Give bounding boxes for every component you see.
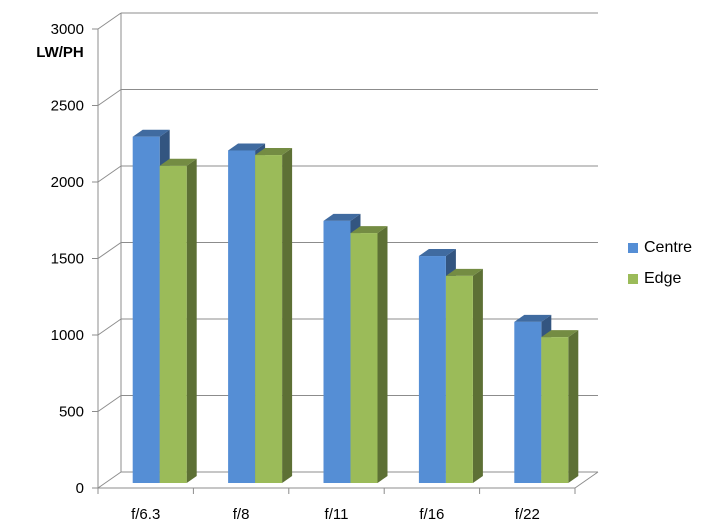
- x-tick-label: f/8: [233, 506, 250, 523]
- bar: [445, 268, 483, 483]
- bars: [132, 129, 579, 484]
- x-tick-label: f/22: [515, 506, 540, 523]
- floor-right-edge: [574, 471, 599, 489]
- axes: [97, 13, 599, 494]
- gridline: [92, 89, 598, 106]
- legend-item: Centre: [628, 232, 692, 263]
- x-tick-label: f/16: [419, 506, 444, 523]
- y-tick-labels: 0 500 1000 1500 2000 2500 3000: [51, 21, 84, 497]
- bar: [159, 158, 197, 483]
- legend-label: Edge: [644, 269, 682, 287]
- legend-label: Centre: [644, 238, 693, 256]
- y-axis-label: LW/PH: [36, 44, 84, 61]
- y-tick-label: 500: [59, 404, 84, 421]
- y-tick-label: 2500: [51, 98, 84, 115]
- gridline: [92, 165, 598, 183]
- legend-item: Edge: [628, 263, 692, 294]
- legend-swatch: [628, 242, 638, 253]
- x-tick-label: f/6.3: [131, 506, 160, 523]
- bar: [541, 330, 579, 483]
- gridline: [92, 12, 598, 30]
- x-tick-labels: f/6.3 f/8 f/11 f/16 f/22: [131, 506, 540, 523]
- bar: [350, 226, 388, 483]
- y-tick-label: 1500: [51, 251, 84, 268]
- legend-swatch: [628, 273, 638, 284]
- x-tick-label: f/11: [325, 506, 349, 523]
- y-tick-label: 1000: [51, 327, 84, 344]
- y-tick-label: 0: [76, 480, 84, 497]
- y-tick-label: 3000: [51, 21, 84, 38]
- bar: [255, 148, 293, 484]
- y-tick-label: 2000: [51, 174, 84, 191]
- legend: Centre Edge: [628, 232, 692, 294]
